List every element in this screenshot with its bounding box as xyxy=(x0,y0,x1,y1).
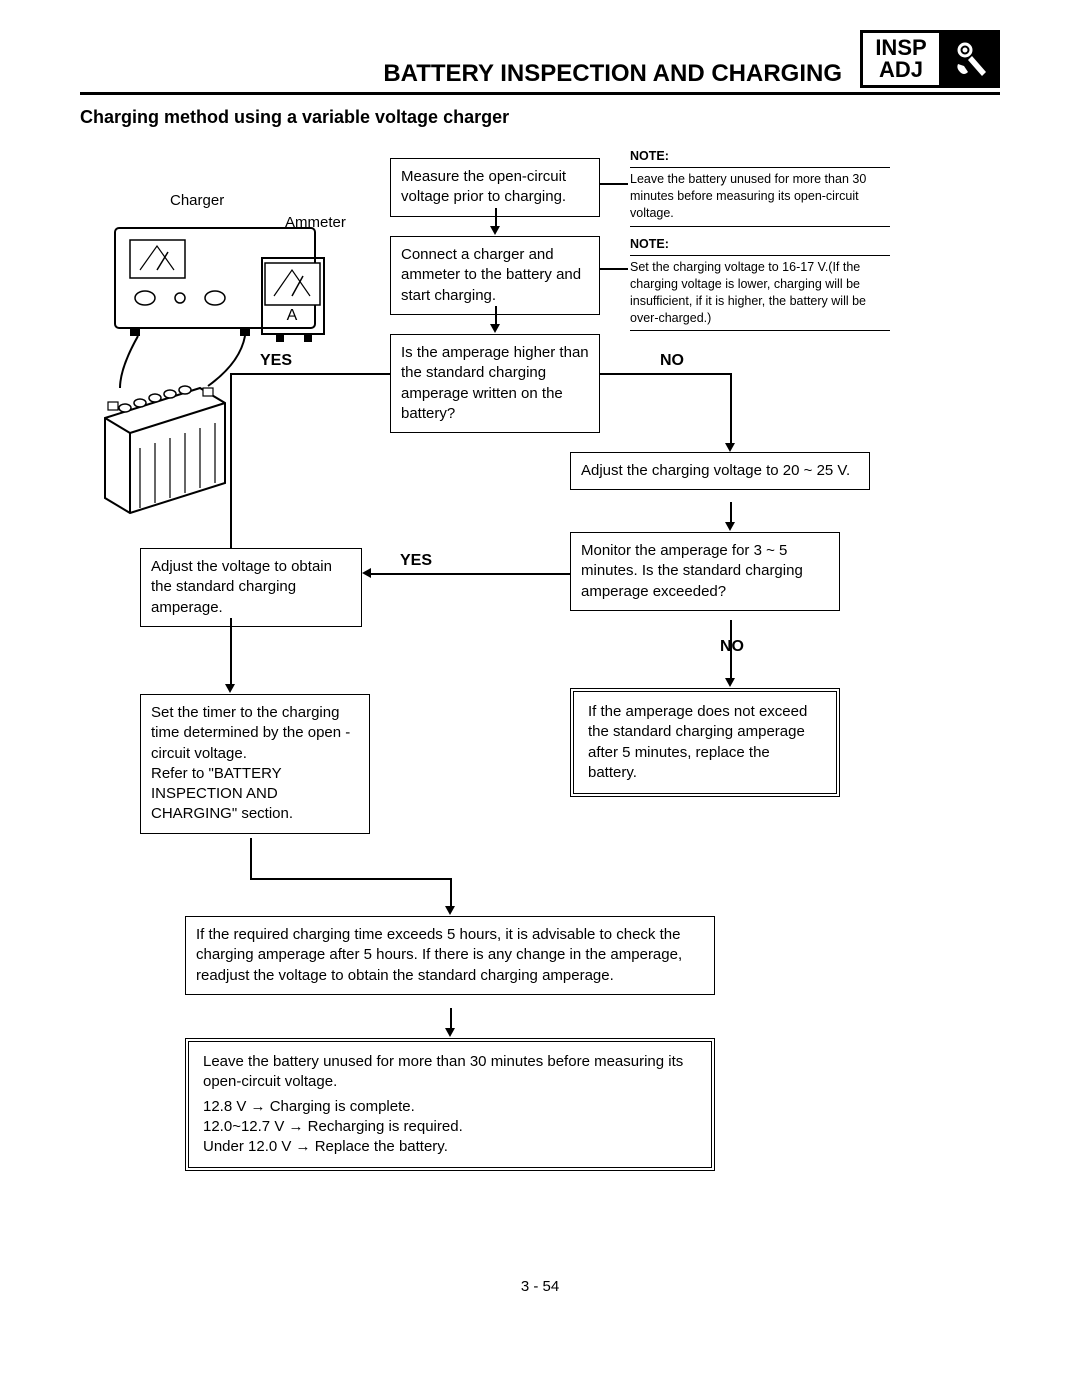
wrench-icon xyxy=(942,30,1000,88)
box-five-hours: If the required charging time exceeds 5 … xyxy=(185,916,715,995)
svg-text:A: A xyxy=(287,307,298,324)
box-connect: Connect a charger and ammeter to the bat… xyxy=(390,236,600,315)
section-subtitle: Charging method using a variable voltage… xyxy=(80,107,1000,128)
box-replace: If the amperage does not exceed the stan… xyxy=(570,688,840,797)
label-yes-2: YES xyxy=(400,552,432,570)
box-is-amperage: Is the amperage higher than the standard… xyxy=(390,334,600,433)
box-adjust-20-25: Adjust the charging voltage to 20 ~ 25 V… xyxy=(570,452,870,490)
page-header: BATTERY INSPECTION AND CHARGING INSP ADJ xyxy=(80,30,1000,95)
page-number: 3 - 54 xyxy=(80,1278,1000,1295)
note-1: NOTE: Leave the battery unused for more … xyxy=(630,148,890,230)
ammeter-label: Ammeter xyxy=(285,214,346,231)
flowchart: A xyxy=(80,148,1000,1248)
box-monitor: Monitor the amperage for 3 ~ 5 minutes. … xyxy=(570,532,840,611)
corner-badges: INSP ADJ xyxy=(860,30,1000,88)
box-final: Leave the battery unused for more than 3… xyxy=(185,1038,715,1171)
note-2: NOTE: Set the charging voltage to 16-17 … xyxy=(630,236,890,334)
insp-adj-badge: INSP ADJ xyxy=(860,30,942,88)
label-no-2: NO xyxy=(720,638,744,656)
charger-label: Charger xyxy=(170,192,224,209)
label-yes-1: YES xyxy=(260,352,292,370)
page-title: BATTERY INSPECTION AND CHARGING xyxy=(80,60,850,88)
box-set-timer: Set the timer to the charging time deter… xyxy=(140,694,370,834)
label-no-1: NO xyxy=(660,352,684,370)
box-adjust-voltage: Adjust the voltage to obtain the standar… xyxy=(140,548,362,627)
